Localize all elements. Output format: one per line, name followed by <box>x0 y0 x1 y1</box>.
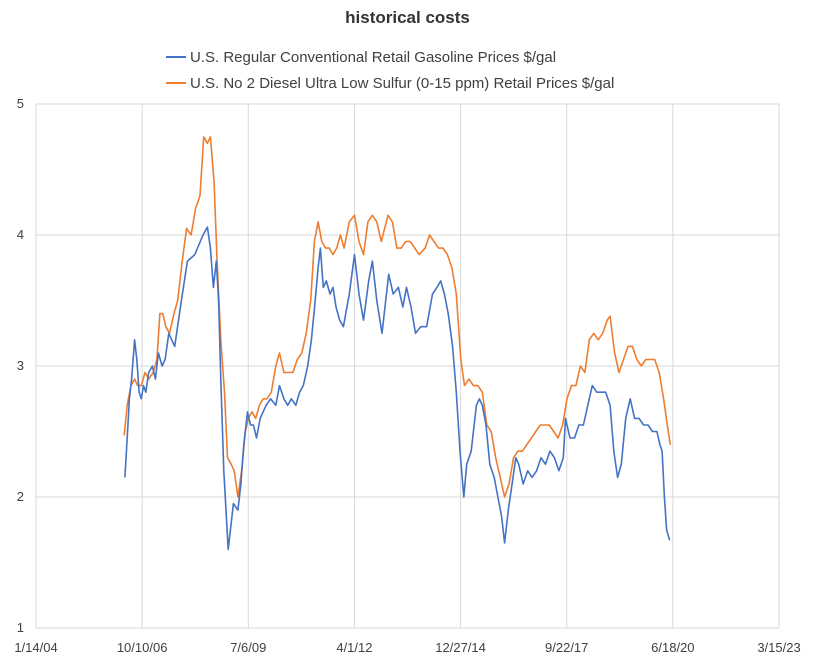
legend-label-gasoline: U.S. Regular Conventional Retail Gasolin… <box>190 48 557 66</box>
x-tick-label: 3/15/23 <box>757 640 800 655</box>
series-line-gasoline <box>124 226 671 551</box>
x-tick-label: 9/22/17 <box>545 640 588 655</box>
x-tick-label: 4/1/12 <box>336 640 372 655</box>
x-tick-label: 12/27/14 <box>435 640 486 655</box>
chart-title: historical costs <box>345 8 470 27</box>
x-tick-label: 1/14/04 <box>14 640 57 655</box>
x-tick-label: 7/6/09 <box>230 640 266 655</box>
legend-label-diesel: U.S. No 2 Diesel Ultra Low Sulfur (0-15 … <box>190 74 615 92</box>
x-tick-label: 10/10/06 <box>117 640 168 655</box>
legend-item-gasoline: U.S. Regular Conventional Retail Gasolin… <box>166 44 614 70</box>
y-tick-label: 3 <box>17 358 24 373</box>
x-tick-label: 6/18/20 <box>651 640 694 655</box>
y-tick-label: 4 <box>17 227 24 242</box>
legend-swatch-gasoline <box>166 56 186 58</box>
legend-swatch-diesel <box>166 82 186 84</box>
y-tick-label: 1 <box>17 620 24 635</box>
legend: U.S. Regular Conventional Retail Gasolin… <box>166 44 614 96</box>
series-line-diesel <box>123 136 672 498</box>
y-tick-label: 5 <box>17 96 24 111</box>
y-tick-label: 2 <box>17 489 24 504</box>
legend-item-diesel: U.S. No 2 Diesel Ultra Low Sulfur (0-15 … <box>166 70 614 96</box>
